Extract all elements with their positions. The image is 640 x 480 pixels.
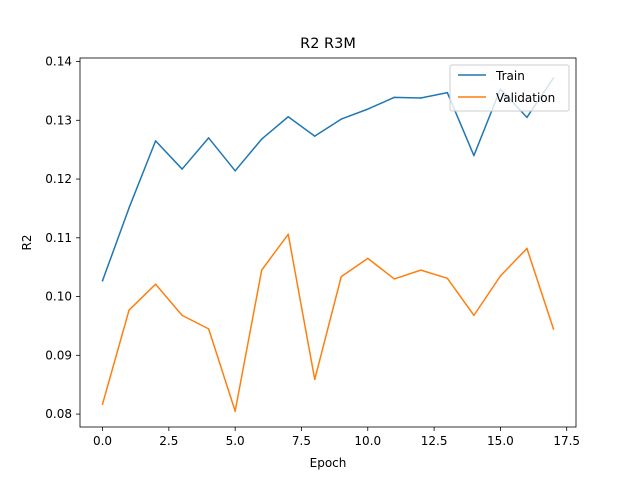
data-point-train — [207, 137, 210, 139]
x-tick-label: 15.0 — [487, 434, 514, 448]
x-tick-label: 10.0 — [354, 434, 381, 448]
x-tick-label: 12.5 — [421, 434, 448, 448]
x-axis-label: Epoch — [310, 456, 347, 470]
data-point-validation — [287, 233, 289, 236]
y-tick-label: 0.12 — [45, 172, 72, 186]
legend: Train Validation — [449, 64, 570, 112]
data-point-train — [287, 116, 289, 118]
legend-label-train: Train — [495, 69, 525, 83]
y-tick-label: 0.11 — [45, 231, 72, 245]
data-point-train — [473, 154, 475, 157]
data-point-validation — [473, 314, 475, 317]
data-point-validation — [128, 309, 130, 311]
data-point-validation — [207, 328, 210, 330]
data-point-train — [101, 279, 104, 282]
data-point-validation — [526, 247, 528, 250]
data-point-validation — [340, 275, 343, 278]
data-point-validation — [420, 269, 422, 271]
y-tick-label: 0.13 — [45, 113, 72, 127]
x-tick-label: 2.5 — [159, 434, 178, 448]
x-tick-label: 7.5 — [292, 434, 311, 448]
data-point-train — [181, 168, 183, 170]
y-axis-label: R2 — [20, 235, 34, 251]
series-line-validation — [101, 233, 555, 412]
data-point-train — [260, 138, 263, 140]
plot-background — [80, 58, 576, 427]
series-layer — [101, 76, 555, 412]
plot-area — [79, 57, 577, 428]
data-point-validation — [446, 277, 449, 280]
data-point-validation — [234, 410, 236, 412]
data-point-validation — [101, 403, 104, 405]
data-point-validation — [552, 328, 555, 330]
series-line-train — [101, 76, 555, 282]
x-tick-label: 17.5 — [553, 434, 580, 448]
data-point-validation — [393, 278, 396, 280]
chart-title: R2 R3M — [300, 36, 356, 52]
data-point-validation — [154, 283, 157, 285]
x-axis: 0.0 2.5 5.0 7.5 10.0 12.5 15.0 17.5 — [93, 427, 580, 448]
data-point-validation — [367, 257, 369, 260]
data-point-train — [154, 140, 157, 142]
y-tick-label: 0.08 — [45, 407, 72, 421]
data-point-train — [128, 207, 130, 209]
data-point-validation — [313, 378, 316, 381]
data-point-train — [526, 116, 528, 119]
y-tick-label: 0.14 — [45, 55, 72, 69]
data-point-validation — [499, 275, 502, 277]
y-tick-label: 0.09 — [45, 348, 72, 362]
data-point-train — [420, 97, 422, 99]
data-point-train — [446, 91, 449, 94]
legend-box — [449, 64, 570, 112]
y-tick-label: 0.10 — [45, 290, 72, 304]
data-point-train — [367, 108, 369, 110]
data-point-validation — [181, 314, 183, 317]
y-axis: 0.08 0.09 0.10 0.11 0.12 0.13 0.14 — [45, 55, 80, 421]
data-point-train — [234, 170, 236, 172]
data-point-validation — [260, 269, 263, 271]
data-point-train — [393, 96, 396, 99]
data-point-train — [313, 135, 316, 137]
legend-label-validation: Validation — [496, 91, 555, 105]
data-point-train — [340, 118, 343, 120]
x-tick-label: 5.0 — [226, 434, 245, 448]
plot-frame — [79, 57, 577, 428]
x-tick-label: 0.0 — [93, 434, 112, 448]
